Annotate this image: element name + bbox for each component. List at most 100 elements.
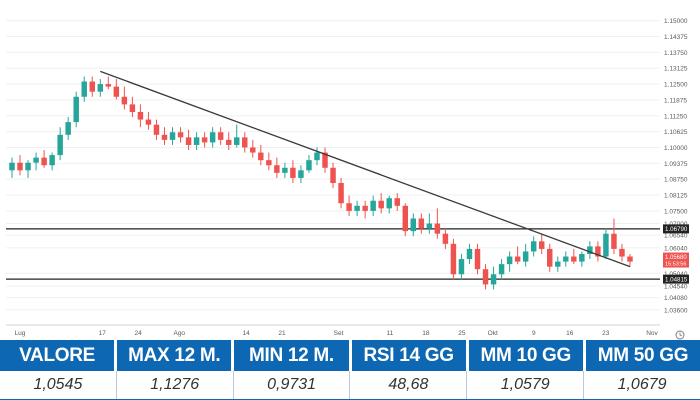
candle-body: [282, 167, 288, 173]
candle-body: [627, 256, 633, 262]
y-tick-label: 1.11875: [664, 97, 687, 104]
x-tick-label: Okt: [488, 330, 498, 337]
candle-body: [266, 160, 272, 166]
candle-body: [209, 132, 216, 143]
x-tick-label: 18: [422, 330, 430, 337]
candle-body: [258, 152, 264, 161]
clock-icon[interactable]: [675, 330, 685, 340]
candle-body: [458, 259, 465, 275]
candle-body: [563, 256, 569, 262]
stat-header-max-12m: MAX 12 M.: [117, 340, 235, 371]
level-price-tag-label: 1.04815: [665, 276, 688, 283]
stat-value-mm-50gg: 1,0679: [617, 376, 667, 393]
candle-body: [169, 132, 176, 140]
candle-body: [81, 81, 87, 97]
candle-body: [17, 162, 23, 171]
candle-body: [498, 264, 505, 275]
x-tick-label: 11: [387, 330, 394, 337]
candle-body: [603, 233, 609, 257]
x-tick-label: 17: [99, 330, 107, 337]
candle-body: [450, 243, 457, 275]
candle-body: [161, 134, 168, 140]
current-price-time-label: 15:53:56: [665, 262, 686, 268]
candle-body: [362, 205, 368, 211]
candle-body: [442, 233, 449, 244]
candle-body: [298, 170, 304, 178]
y-tick-label: 1.13750: [664, 50, 688, 57]
current-price-tag: [663, 252, 689, 268]
candle-body: [9, 162, 15, 171]
candle-body: [233, 137, 240, 145]
candle-body: [73, 96, 79, 123]
x-tick-label: 23: [602, 330, 610, 337]
candle-body: [434, 223, 441, 234]
candle-body: [314, 152, 320, 161]
candle-body: [57, 134, 63, 156]
y-tick-label: 1.13125: [664, 66, 688, 73]
candle-body: [137, 111, 144, 120]
x-tick-label: 9: [532, 330, 536, 337]
candle-body: [193, 137, 200, 145]
x-tick-label: Lug: [15, 330, 26, 337]
y-tick-label: 1.12500: [664, 82, 688, 89]
x-tick-label: 16: [566, 330, 574, 337]
y-tick-label: 1.06540: [664, 233, 688, 240]
stat-header-valore: VALORE: [0, 340, 118, 371]
x-tick-label: 25: [458, 330, 466, 337]
candle-body: [129, 104, 136, 112]
candle-body: [121, 96, 128, 105]
y-tick-label: 1.04540: [664, 283, 688, 290]
candle-body: [185, 137, 192, 145]
y-tick-label: 1.06040: [664, 245, 688, 252]
candle-body: [378, 200, 384, 209]
stat-value-rsi-14gg: 48,68: [350, 371, 468, 399]
price-chart: 1.15000 1.14375 1.13750 1.13125 1.12500 1.118…: [6, 18, 689, 340]
stat-value-valore: 1,0545: [0, 371, 117, 399]
y-tick-label: 1.10625: [664, 129, 688, 136]
candle-body: [370, 200, 376, 211]
candle-body: [201, 137, 208, 143]
x-tick-label: Nov: [646, 330, 658, 337]
candle-body: [41, 157, 47, 166]
candle-body: [579, 253, 585, 262]
y-tick-label: 1.08750: [664, 177, 688, 184]
candle-body: [402, 205, 409, 232]
stats-value-row: 1,0545 1,1276 0,9731 48,68 1,0579 1,0679: [0, 371, 700, 400]
y-tick-label: 1.08125: [664, 193, 688, 200]
candle-body: [97, 84, 104, 92]
candle-body: [619, 248, 625, 257]
candle-body: [595, 246, 601, 257]
candle-body: [322, 152, 328, 168]
y-tick-label: 1.05040: [664, 271, 688, 278]
candle-body: [426, 223, 433, 229]
candle-body: [418, 218, 425, 229]
candle-body: [530, 241, 537, 252]
y-tick-label: 1.09375: [664, 161, 688, 168]
candle-body: [466, 248, 473, 260]
candle-body: [306, 160, 312, 171]
stats-table: VALORE MAX 12 M. MIN 12 M. RSI 14 GG MM …: [0, 340, 700, 400]
candle-body: [89, 81, 95, 92]
candle-body: [571, 256, 577, 262]
x-tick-label: 14: [242, 330, 250, 337]
candle-body: [410, 218, 417, 232]
candle-body: [506, 256, 513, 265]
y-tick-label: 1.07500: [664, 208, 688, 215]
clock-icon-face: [675, 330, 685, 340]
candle-body: [105, 84, 112, 87]
stat-value-mm-10gg: 1,0579: [467, 371, 585, 399]
candle-body: [547, 248, 553, 267]
x-tick-label: Set: [334, 330, 344, 337]
level-price-tag: [663, 274, 689, 284]
candle-body: [354, 205, 360, 211]
candle-body: [514, 256, 521, 262]
candle-body: [242, 137, 248, 148]
candle-body: [290, 167, 296, 178]
clock-icon-hands: [679, 332, 683, 337]
candle-body: [65, 122, 71, 135]
y-tick-label: 1.04080: [664, 295, 688, 302]
stat-value-max-12m: 1,1276: [117, 371, 234, 399]
candle-body: [394, 198, 400, 206]
candle-body: [153, 124, 160, 135]
